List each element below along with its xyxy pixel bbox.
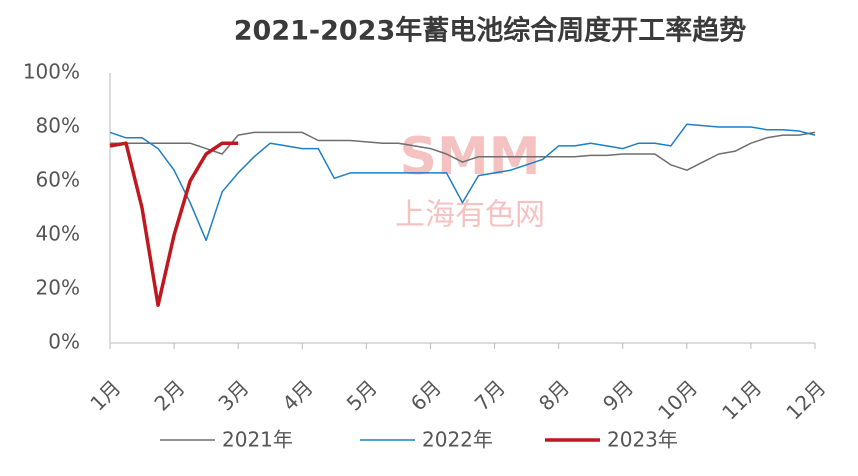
x-tick-label: 12月 (781, 375, 830, 424)
y-tick-label: 100% (23, 60, 80, 84)
x-tick-label: 3月 (213, 375, 253, 415)
y-tick-label: 60% (36, 168, 80, 192)
series-line (109, 141, 239, 307)
legend-label: 2022年 (422, 428, 493, 452)
x-tick-label: 11月 (717, 375, 766, 424)
y-tick-label: 20% (36, 276, 80, 300)
watermark: 上海有色网 (395, 198, 545, 233)
x-tick-label: 7月 (470, 375, 510, 415)
series-line (109, 123, 816, 242)
x-tick-label: 6月 (406, 375, 446, 415)
x-tick-label: 4月 (278, 375, 318, 415)
x-tick-label: 10月 (653, 375, 702, 424)
x-tick-label: 1月 (85, 375, 125, 415)
y-tick-label: 80% (36, 114, 80, 138)
series-line (110, 131, 816, 171)
x-tick-label: 5月 (342, 375, 382, 415)
y-tick-label: 0% (48, 330, 80, 354)
x-tick-label: 9月 (598, 375, 638, 415)
x-tick-label: 8月 (534, 375, 574, 415)
chart-title: 2021-2023年蓄电池综合周度开工率趋势 (234, 15, 747, 47)
legend-label: 2023年 (607, 428, 678, 452)
x-tick-label: 2月 (149, 375, 189, 415)
y-tick-label: 40% (36, 222, 80, 246)
legend-label: 2021年 (222, 428, 293, 452)
